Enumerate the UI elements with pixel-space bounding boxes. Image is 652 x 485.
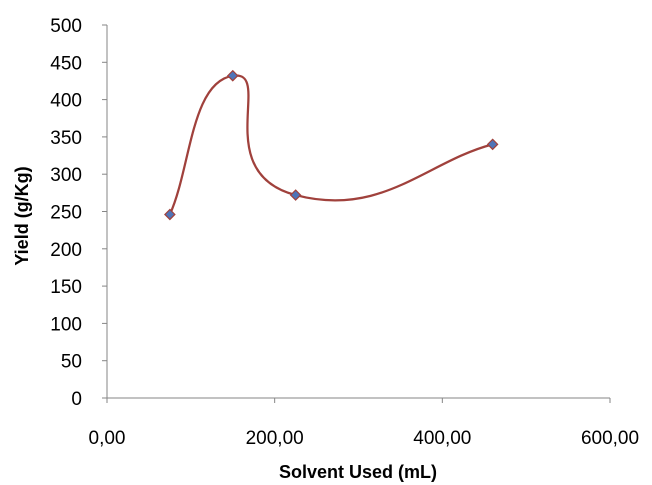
data-point-marker: [486, 138, 499, 151]
data-point-marker: [164, 208, 176, 221]
x-tick-label: 0,00: [89, 428, 126, 449]
axes: [106, 25, 610, 399]
y-tick-label: 200: [50, 240, 82, 261]
x-axis-title: Solvent Used (mL): [279, 462, 437, 482]
x-tick-label: 400,00: [413, 428, 471, 449]
data-point-marker: [289, 189, 302, 201]
y-tick-label: 100: [50, 314, 82, 335]
data-point-marker: [226, 69, 239, 82]
y-axis-title: Yield (g/Kg): [12, 166, 32, 265]
y-tick-label: 150: [50, 277, 82, 298]
y-tick-label: 350: [50, 128, 82, 149]
x-tick-label: 200,00: [246, 428, 304, 449]
y-tick-label: 450: [50, 53, 82, 74]
y-tick-label: 50: [61, 352, 82, 373]
x-axis-ticks: 0,00 200,00 400,00 600,00: [89, 398, 639, 449]
x-tick-label: 600,00: [581, 428, 639, 449]
y-tick-label: 300: [50, 165, 82, 186]
y-tick-label: 500: [50, 16, 82, 37]
y-tick-label: 400: [50, 91, 82, 112]
series-line: [168, 74, 493, 215]
y-axis-ticks: 0 50 100 150 200 250 300 350 400 450 500: [50, 16, 107, 410]
y-tick-label: 0: [71, 389, 82, 410]
data-series: [164, 69, 499, 221]
y-tick-label: 250: [50, 203, 82, 224]
